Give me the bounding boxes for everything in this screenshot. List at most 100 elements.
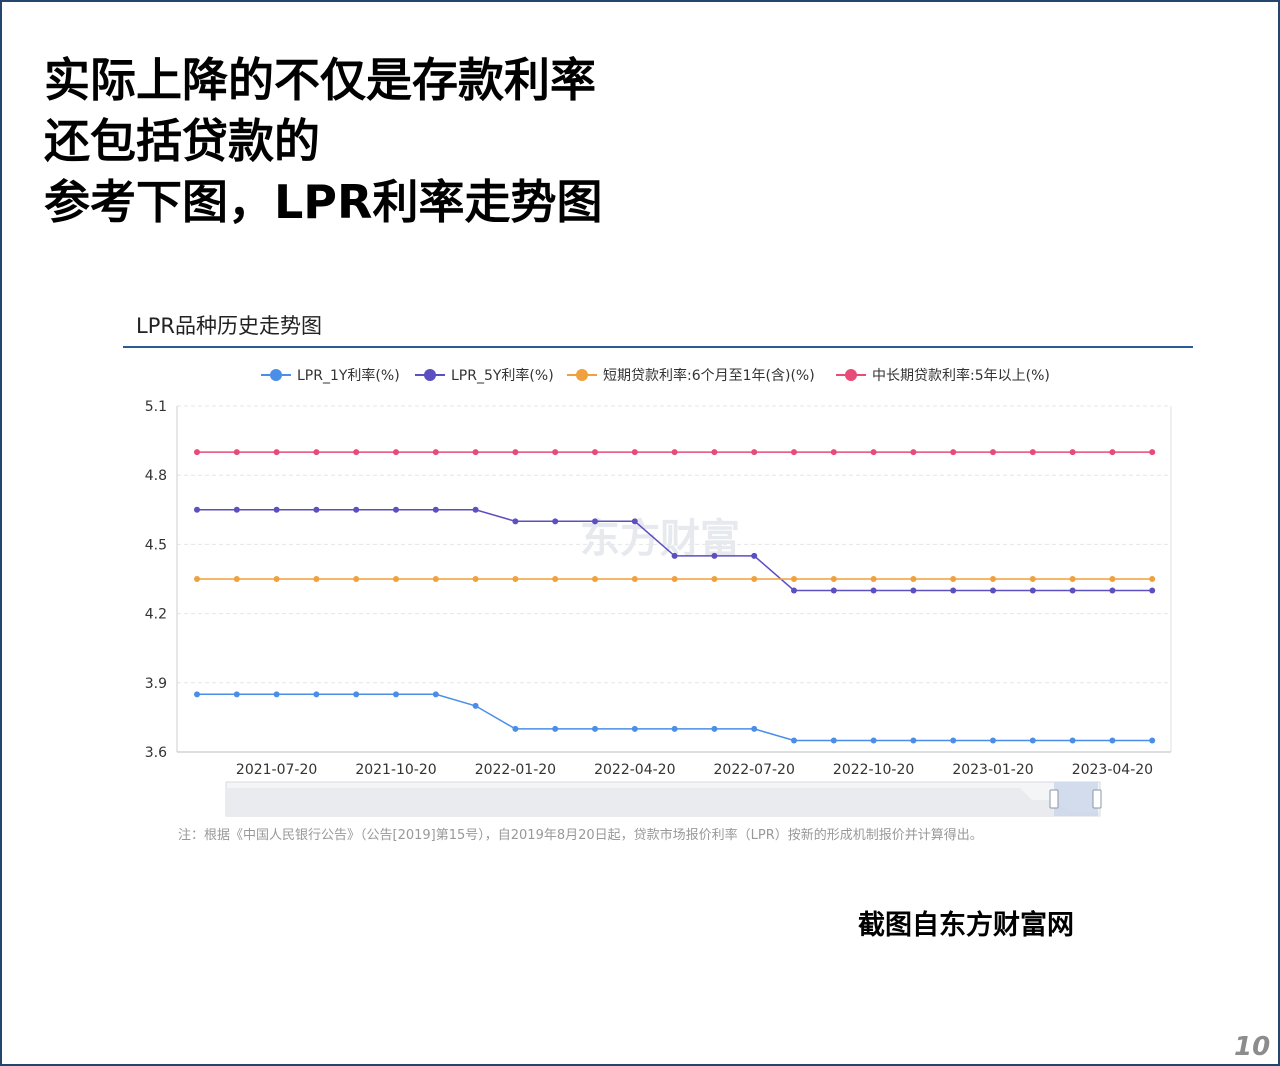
series-4-point[interactable] (194, 449, 200, 456)
series-3-point[interactable] (950, 576, 957, 582)
series-4-point[interactable] (512, 449, 519, 456)
series-4-point[interactable] (273, 449, 280, 456)
chart-legend[interactable]: LPR_1Y利率(%) LPR_5Y利率(%) 短期贷款利率:6个月至1年(含)(%… (261, 367, 1050, 384)
legend-item-3[interactable]: 短期贷款利率:6个月至1年(含)(%) (567, 367, 815, 384)
legend-item-2[interactable]: LPR_5Y利率(%) (415, 367, 554, 384)
series-1-point[interactable] (1029, 737, 1036, 744)
series-3-point[interactable] (273, 576, 280, 582)
series-3-point[interactable] (1069, 576, 1076, 582)
series-1-point[interactable] (910, 737, 917, 744)
zoom-slider-window[interactable] (1054, 782, 1098, 816)
series-4-point[interactable] (950, 449, 957, 456)
zoom-handle-right[interactable] (1092, 789, 1102, 809)
series-1-point[interactable] (472, 702, 479, 709)
series-2-point[interactable] (233, 506, 240, 513)
series-1-point[interactable] (194, 691, 200, 698)
series-3-point[interactable] (711, 576, 718, 582)
series-2-point[interactable] (671, 552, 678, 559)
series-1-point[interactable] (393, 691, 399, 698)
series-2-point[interactable] (830, 587, 837, 594)
series-4-point[interactable] (1109, 449, 1116, 456)
series-1-point[interactable] (1069, 737, 1076, 744)
series-3-point[interactable] (631, 576, 638, 582)
series-1-point[interactable] (1149, 737, 1156, 744)
series-2-point[interactable] (194, 506, 200, 513)
series-4-point[interactable] (711, 449, 718, 456)
series-2-point[interactable] (552, 518, 559, 525)
series-4-point[interactable] (432, 449, 439, 456)
series-4-point[interactable] (313, 449, 320, 456)
series-4-point[interactable] (1149, 449, 1156, 456)
series-3-point[interactable] (910, 576, 917, 582)
series-3-point[interactable] (472, 576, 479, 582)
series-4-point[interactable] (233, 449, 240, 456)
series-1-point[interactable] (273, 691, 280, 698)
series-3-point[interactable] (1029, 576, 1036, 582)
series-2-point[interactable] (1109, 587, 1116, 594)
series-4-point[interactable] (791, 449, 797, 456)
series-1-point[interactable] (830, 737, 837, 744)
series-4-point[interactable] (472, 449, 479, 456)
series-4-point[interactable] (393, 449, 399, 456)
series-4-point[interactable] (870, 449, 877, 456)
series-2-point[interactable] (711, 552, 718, 559)
series-2-point[interactable] (1149, 587, 1156, 594)
legend-item-1[interactable]: LPR_1Y利率(%) (261, 367, 400, 384)
series-3-point[interactable] (233, 576, 240, 582)
series-2-point[interactable] (870, 587, 877, 594)
series-2-point[interactable] (393, 506, 399, 513)
series-1-point[interactable] (432, 691, 439, 698)
series-2-point[interactable] (1029, 587, 1036, 594)
series-2-point[interactable] (751, 552, 758, 559)
series-3-point[interactable] (791, 576, 797, 582)
series-4-point[interactable] (671, 449, 678, 456)
series-1-point[interactable] (353, 691, 360, 698)
series-3-point[interactable] (1109, 576, 1116, 582)
series-3-point[interactable] (751, 576, 758, 582)
series-1-point[interactable] (870, 737, 877, 744)
series-3-point[interactable] (552, 576, 559, 582)
series-1-point[interactable] (552, 725, 559, 732)
series-2-point[interactable] (910, 587, 917, 594)
series-2-point[interactable] (592, 518, 598, 525)
series-2-point[interactable] (512, 518, 519, 525)
data-zoom-slider[interactable] (225, 781, 1102, 817)
series-4-point[interactable] (751, 449, 758, 456)
series-3-point[interactable] (313, 576, 320, 582)
series-1-point[interactable] (751, 725, 758, 732)
series-2-point[interactable] (353, 506, 360, 513)
series-4-point[interactable] (1029, 449, 1036, 456)
series-2-point[interactable] (313, 506, 320, 513)
series-4-point[interactable] (990, 449, 996, 456)
series-1-point[interactable] (631, 725, 638, 732)
series-2-point[interactable] (1069, 587, 1076, 594)
series-4-point[interactable] (552, 449, 559, 456)
series-3-point[interactable] (671, 576, 678, 582)
series-4-point[interactable] (353, 449, 360, 456)
series-2-point[interactable] (791, 587, 797, 594)
series-2-point[interactable] (273, 506, 280, 513)
series-1-point[interactable] (950, 737, 957, 744)
series-1-point[interactable] (791, 737, 797, 744)
series-3-point[interactable] (432, 576, 439, 582)
zoom-handle-left[interactable] (1049, 789, 1059, 809)
series-1-point[interactable] (313, 691, 320, 698)
series-2-point[interactable] (472, 506, 479, 513)
series-3-point[interactable] (1149, 576, 1156, 582)
series-1-point[interactable] (711, 725, 718, 732)
series-1-point[interactable] (990, 737, 996, 744)
series-3-point[interactable] (592, 576, 598, 582)
series-1-point[interactable] (592, 725, 598, 732)
series-4-point[interactable] (631, 449, 638, 456)
series-3-point[interactable] (512, 576, 519, 582)
series-3-point[interactable] (393, 576, 399, 582)
series-2-point[interactable] (432, 506, 439, 513)
series-1-point[interactable] (233, 691, 240, 698)
series-1-point[interactable] (512, 725, 519, 732)
series-2-point[interactable] (631, 518, 638, 525)
series-2-point[interactable] (990, 587, 996, 594)
series-3-point[interactable] (830, 576, 837, 582)
series-3-point[interactable] (990, 576, 996, 582)
series-4-point[interactable] (910, 449, 917, 456)
series-4-point[interactable] (830, 449, 837, 456)
